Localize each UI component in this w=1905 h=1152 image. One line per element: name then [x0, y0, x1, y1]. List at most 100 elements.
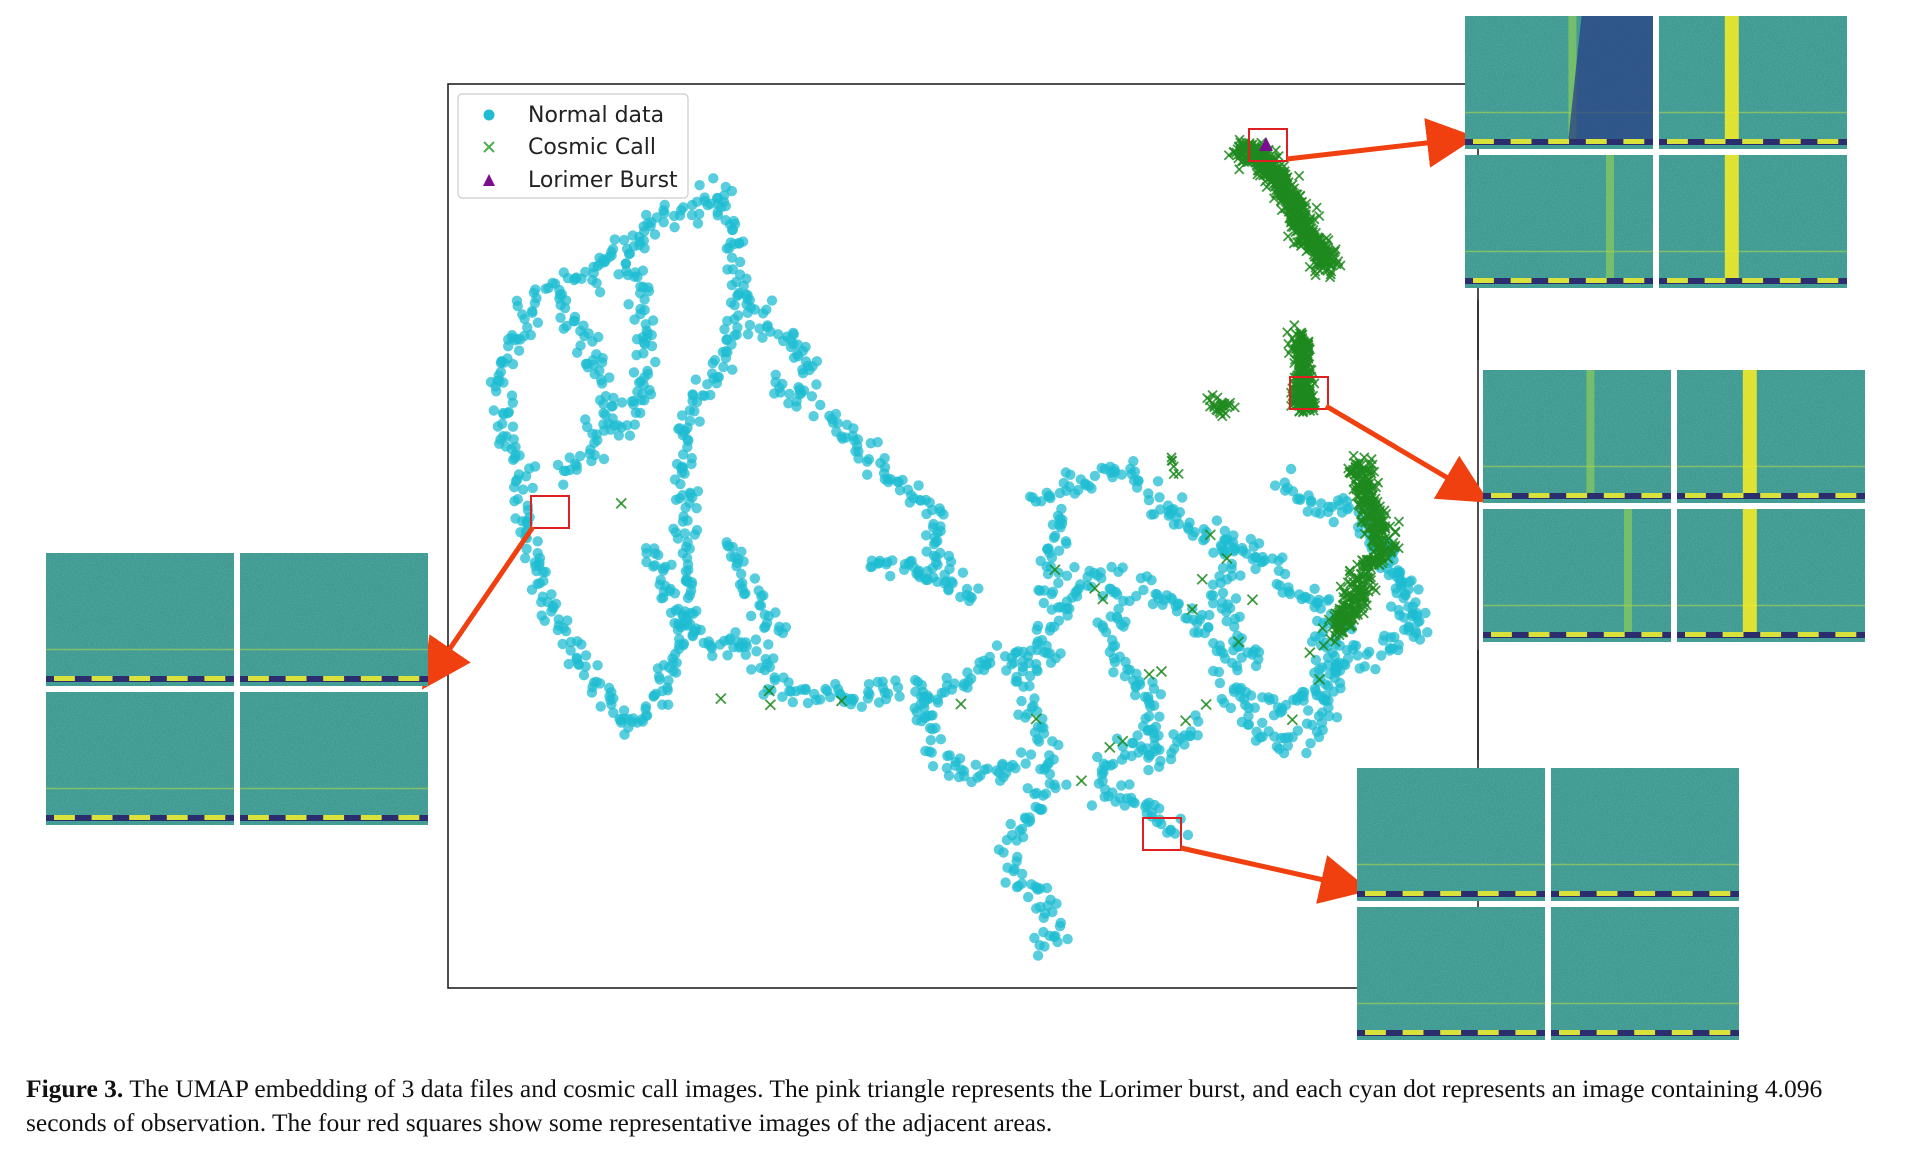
- normal-data-point: [1007, 759, 1018, 771]
- normal-data-point: [1231, 660, 1243, 672]
- cosmic-call-point: [1330, 636, 1341, 647]
- normal-data-point: [1187, 530, 1199, 541]
- normal-data-point: [755, 662, 766, 674]
- cosmic-call-point: [1344, 569, 1355, 580]
- cosmic-call-point: [1333, 256, 1344, 267]
- normal-data-point: [1017, 831, 1029, 843]
- normal-data-point: [669, 617, 680, 629]
- normal-data-point: [1177, 492, 1188, 503]
- normal-data-point: [553, 620, 565, 631]
- normal-data-point: [1116, 780, 1127, 791]
- cosmic-call-point: [1286, 343, 1297, 355]
- normal-data-point: [604, 372, 615, 383]
- cosmic-call-point: [1361, 600, 1372, 611]
- normal-data-point: [1143, 711, 1155, 722]
- normal-data-point: [686, 209, 698, 221]
- normal-data-point: [1010, 647, 1022, 658]
- normal-data-point: [509, 482, 520, 493]
- inset-panel: [240, 692, 428, 825]
- normal-data-point: [836, 431, 847, 442]
- normal-data-point: [1032, 636, 1044, 647]
- cosmic-call-point: [1280, 182, 1292, 194]
- normal-data-point: [1268, 694, 1279, 705]
- normal-data-point: [943, 585, 954, 596]
- normal-data-point: [1361, 649, 1373, 660]
- normal-data-point: [1326, 501, 1337, 513]
- normal-data-point: [1285, 463, 1297, 475]
- plot-frame: [447, 83, 1479, 989]
- normal-data-point: [1274, 743, 1285, 755]
- normal-data-point: [925, 735, 936, 746]
- cosmic-call-point: [1268, 193, 1280, 204]
- normal-data-point: [1282, 740, 1294, 751]
- normal-data-point: [999, 651, 1011, 662]
- normal-data-point: [594, 287, 606, 298]
- cosmic-call-point: [1314, 210, 1325, 222]
- normal-data-point: [894, 485, 906, 496]
- normal-data-point: [613, 430, 624, 441]
- normal-data-point: [769, 388, 780, 399]
- normal-data-point: [1092, 751, 1103, 763]
- normal-data-point: [1020, 758, 1031, 769]
- normal-data-point: [1029, 693, 1040, 704]
- cosmic-call-point: [1325, 633, 1336, 645]
- normal-data-point: [586, 455, 597, 467]
- cosmic-call-point: [1368, 582, 1379, 593]
- normal-data-point: [1329, 663, 1341, 674]
- normal-data-point: [596, 378, 608, 389]
- normal-data-point: [631, 334, 643, 345]
- cosmic-call-point: [1301, 404, 1312, 416]
- cosmic-call-point: [1200, 698, 1212, 711]
- cosmic-call-point: [1374, 535, 1385, 546]
- cosmic-call-point: [1330, 626, 1341, 637]
- normal-data-point: [1359, 661, 1370, 672]
- normal-data-point: [1116, 754, 1128, 765]
- normal-data-point: [1042, 544, 1053, 555]
- normal-data-point: [757, 308, 769, 319]
- normal-data-point: [727, 264, 738, 275]
- normal-data-point: [658, 217, 669, 228]
- normal-data-point: [927, 761, 939, 772]
- cosmic-call-point: [1316, 236, 1328, 247]
- normal-data-point: [571, 272, 582, 283]
- normal-data-point: [850, 446, 861, 457]
- normal-data-point: [1038, 912, 1049, 923]
- cosmic-call-point: [1297, 329, 1308, 340]
- normal-data-point: [1403, 601, 1414, 612]
- normal-data-point: [757, 332, 768, 343]
- cosmic-call-point: [1279, 186, 1290, 197]
- normal-data-point: [649, 560, 661, 571]
- normal-data-point: [973, 583, 984, 594]
- normal-data-point: [534, 578, 545, 589]
- normal-data-point: [1229, 613, 1241, 625]
- cosmic-call-point: [1351, 491, 1362, 502]
- normal-data-point: [708, 173, 719, 184]
- normal-data-point: [1117, 741, 1128, 752]
- inset-panel: [46, 692, 234, 825]
- normal-data-point: [682, 515, 693, 526]
- normal-data-point: [1065, 469, 1076, 480]
- normal-data-point: [1132, 730, 1143, 741]
- normal-data-point: [1211, 515, 1223, 526]
- normal-data-point: [783, 398, 794, 409]
- normal-data-point: [820, 683, 831, 695]
- normal-data-point: [863, 454, 875, 465]
- normal-data-point: [593, 331, 604, 343]
- cosmic-call-point: [1342, 614, 1353, 625]
- cosmic-call-point: [1364, 458, 1375, 470]
- normal-data-point: [507, 421, 519, 432]
- normal-data-point: [1029, 932, 1040, 944]
- normal-data-point: [587, 682, 598, 693]
- normal-data-point: [529, 461, 541, 472]
- normal-data-point: [1307, 719, 1318, 731]
- cosmic-call-point: [1393, 516, 1405, 527]
- cosmic-call-point: [1166, 455, 1177, 466]
- normal-data-point: [608, 693, 619, 704]
- normal-data-point: [804, 364, 815, 376]
- normal-data-point: [680, 575, 691, 586]
- normal-data-point: [1044, 490, 1055, 501]
- normal-data-point: [631, 349, 642, 361]
- cosmic-call-point: [1030, 713, 1042, 725]
- normal-data-point: [1061, 779, 1072, 790]
- normal-data-point: [1250, 563, 1261, 575]
